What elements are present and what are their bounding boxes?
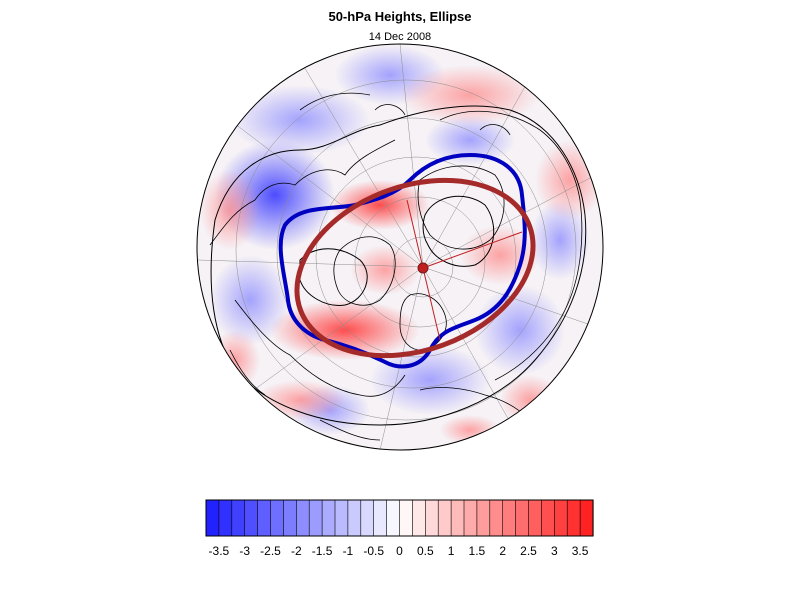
colorbar-cell [463, 499, 478, 537]
colorbar-tick-label: -3.5 [209, 544, 230, 558]
colorbar-tick-label: 1 [448, 544, 455, 558]
colorbar-tick-label: -2.5 [260, 544, 281, 558]
colorbar-cell [528, 499, 542, 537]
colorbar-tick-label: 3 [551, 544, 558, 558]
colorbar-tick-label: 2.5 [520, 544, 537, 558]
coastlines [209, 92, 583, 441]
map-date: 14 Dec 2008 [368, 31, 432, 43]
colorbar-cells [205, 499, 594, 537]
fitted-ellipse [294, 177, 536, 359]
colorbar-tick-label: -1 [343, 544, 354, 558]
colorbar-tick-label: 0.5 [417, 544, 434, 558]
colorbar-cell [205, 499, 220, 537]
colorbar-cell [476, 499, 491, 537]
colorbar-tick-label: 3.5 [572, 544, 589, 558]
colorbar-cell [412, 499, 426, 537]
colorbar-cell [347, 499, 362, 537]
globe-outline [196, 43, 604, 451]
colorbar-cell [257, 499, 272, 537]
colorbar-cell [553, 499, 568, 537]
colorbar-cell [489, 499, 504, 537]
colorbar-cell [334, 499, 349, 537]
colorbar-cell [437, 499, 452, 537]
colorbar-tick-label: -2 [291, 544, 302, 558]
graticule [197, 44, 603, 450]
colorbar-cell [244, 499, 259, 537]
colorbar-tick-label: 2 [499, 544, 506, 558]
colorbar-cell [502, 499, 517, 537]
colorbar-cell [541, 499, 555, 537]
colorbar-cell [399, 499, 413, 537]
colorbar-tick-label: -3 [239, 544, 250, 558]
colorbar-cell [515, 499, 530, 537]
colorbar-cell [270, 499, 284, 537]
colorbar-cell [308, 499, 323, 537]
colorbar-cell [579, 499, 594, 537]
colorbar-labels: -3.5 -3 -2.5 -2 -1.5 -1 -0.5 0 0.5 1 1.5 2 2.5 3 3.5 [209, 544, 589, 558]
colorbar-cell [231, 499, 246, 537]
colorbar-cell [450, 499, 465, 537]
height-contours [210, 105, 587, 426]
anomaly-field [197, 44, 603, 450]
colorbar-tick-label: -0.5 [363, 544, 384, 558]
colorbar-frame [205, 499, 594, 537]
colorbar-tick-label: 0 [396, 544, 403, 558]
colorbar-cell [218, 499, 233, 537]
colorbar-cell [295, 499, 310, 537]
colorbar-cell [283, 499, 297, 537]
colorbar-tick-label: 1.5 [469, 544, 486, 558]
colorbar-cell [424, 499, 439, 537]
colorbar-cell [373, 499, 388, 537]
colorbar-cell [321, 499, 336, 537]
colorbar-tick-label: -1.5 [312, 544, 333, 558]
colorbar-cell [360, 499, 375, 537]
colorbar-cell [566, 499, 581, 537]
map-title: 50-hPa Heights, Ellipse [328, 9, 472, 24]
colorbar-cell [386, 499, 401, 537]
